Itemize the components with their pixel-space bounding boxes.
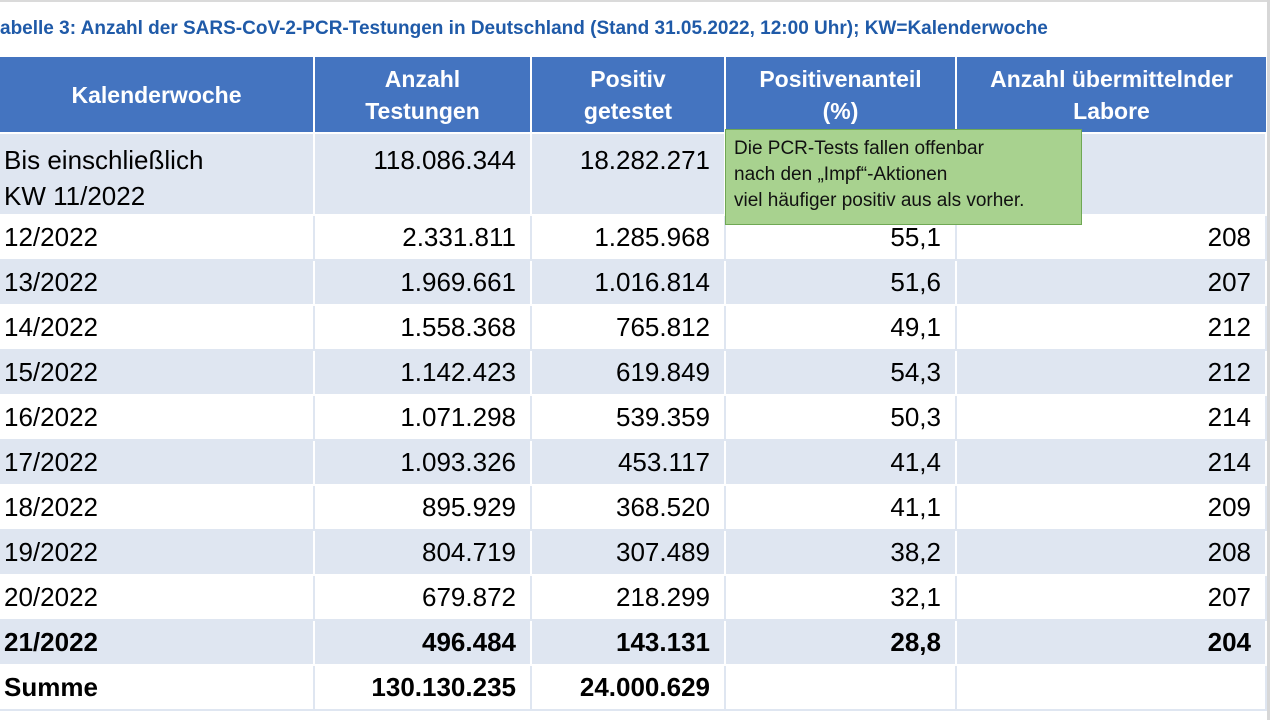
table-row: 15/2022 1.142.423 619.849 54,3 212 — [0, 350, 1267, 396]
header-row: Kalenderwoche Anzahl Testungen Positiv get… — [0, 57, 1266, 134]
cell-positive: 619.849 — [531, 350, 726, 396]
cell-tests: 1.071.298 — [314, 395, 532, 441]
cell-labs: 207 — [956, 575, 1267, 621]
right-frame-line — [1267, 0, 1270, 720]
sum-label: Summe — [0, 665, 315, 711]
cell-tests: 496.484 — [314, 620, 532, 666]
cell-week: 14/2022 — [0, 305, 315, 351]
cell-positive: 307.489 — [531, 530, 726, 576]
cell-tests: 1.558.368 — [314, 305, 532, 351]
pcr-test-table: Kalenderwoche Anzahl Testungen Positiv get… — [0, 57, 1267, 711]
cell-positive: 765.812 — [531, 305, 726, 351]
cell-share: 54,3 — [725, 350, 957, 396]
annotation-note: Die PCR-Tests fallen offenbar nach den „… — [725, 129, 1082, 225]
table-row: 16/2022 1.071.298 539.359 50,3 214 — [0, 395, 1267, 441]
sum-row: Summe 130.130.235 24.000.629 — [0, 665, 1267, 711]
table-caption: abelle 3: Anzahl der SARS-CoV-2-PCR-Test… — [0, 18, 1048, 39]
header-positive: Positiv getestet — [531, 57, 726, 134]
cell-share: 41,1 — [725, 485, 957, 531]
cell-positive: 453.117 — [531, 440, 726, 486]
cell-tests: 679.872 — [314, 575, 532, 621]
table-row: 18/2022 895.929 368.520 41,1 209 — [0, 485, 1267, 531]
table-row: 14/2022 1.558.368 765.812 49,1 212 — [0, 305, 1267, 351]
cell-labs: 207 — [956, 260, 1267, 306]
header-lab-count: Anzahl übermittelnder Labore — [956, 57, 1266, 134]
cell-positive: 1.016.814 — [531, 260, 726, 306]
cell-share: 49,1 — [725, 305, 957, 351]
cell-tests: 804.719 — [314, 530, 532, 576]
cell-week: 13/2022 — [0, 260, 315, 306]
cell-positive: 218.299 — [531, 575, 726, 621]
cell-week: Bis einschließlich KW 11/2022 — [0, 133, 315, 216]
cell-positive: 18.282.271 — [531, 133, 726, 216]
cell-tests: 2.331.811 — [314, 215, 532, 261]
cell-tests: 1.142.423 — [314, 350, 532, 396]
sum-labs — [956, 665, 1267, 711]
header-positive-share: Positivenanteil (%) — [725, 57, 957, 134]
cell-share: 38,2 — [725, 530, 957, 576]
cell-week: 16/2022 — [0, 395, 315, 441]
cell-week: 21/2022 — [0, 620, 315, 666]
cell-week: 18/2022 — [0, 485, 315, 531]
cell-share: 50,3 — [725, 395, 957, 441]
cell-positive: 368.520 — [531, 485, 726, 531]
top-frame-line — [0, 0, 1270, 2]
cell-positive: 539.359 — [531, 395, 726, 441]
annotation-line: Die PCR-Tests fallen offenbar — [734, 138, 984, 159]
annotation-line: viel häufiger positiv aus als vorher. — [734, 190, 1025, 211]
cell-share: 51,6 — [725, 260, 957, 306]
cell-labs: 204 — [956, 620, 1267, 666]
sum-positive: 24.000.629 — [531, 665, 726, 711]
cell-labs: 212 — [956, 305, 1267, 351]
cell-labs: 214 — [956, 395, 1267, 441]
cell-positive: 143.131 — [531, 620, 726, 666]
cell-week: 19/2022 — [0, 530, 315, 576]
cell-labs: 209 — [956, 485, 1267, 531]
cell-share: 41,4 — [725, 440, 957, 486]
cell-labs: 214 — [956, 440, 1267, 486]
sum-share — [725, 665, 957, 711]
cell-tests: 895.929 — [314, 485, 532, 531]
annotation-line: nach den „Impf“-Aktionen — [734, 164, 948, 185]
cell-share: 28,8 — [725, 620, 957, 666]
header-calendar-week: Kalenderwoche — [0, 57, 315, 134]
table-row: 19/2022 804.719 307.489 38,2 208 — [0, 530, 1267, 576]
cell-tests: 118.086.344 — [314, 133, 532, 216]
cell-labs: 208 — [956, 530, 1267, 576]
cell-positive: 1.285.968 — [531, 215, 726, 261]
cell-tests: 1.093.326 — [314, 440, 532, 486]
cell-week: 15/2022 — [0, 350, 315, 396]
cell-labs: 212 — [956, 350, 1267, 396]
table-row: 17/2022 1.093.326 453.117 41,4 214 — [0, 440, 1267, 486]
table-row: 21/2022 496.484 143.131 28,8 204 — [0, 620, 1267, 666]
table-row: 13/2022 1.969.661 1.016.814 51,6 207 — [0, 260, 1267, 306]
header-test-count: Anzahl Testungen — [314, 57, 532, 134]
cell-share: 32,1 — [725, 575, 957, 621]
cell-week: 20/2022 — [0, 575, 315, 621]
table-row: 20/2022 679.872 218.299 32,1 207 — [0, 575, 1267, 621]
cell-tests: 1.969.661 — [314, 260, 532, 306]
cell-week: 17/2022 — [0, 440, 315, 486]
sum-tests: 130.130.235 — [314, 665, 532, 711]
cell-week: 12/2022 — [0, 215, 315, 261]
